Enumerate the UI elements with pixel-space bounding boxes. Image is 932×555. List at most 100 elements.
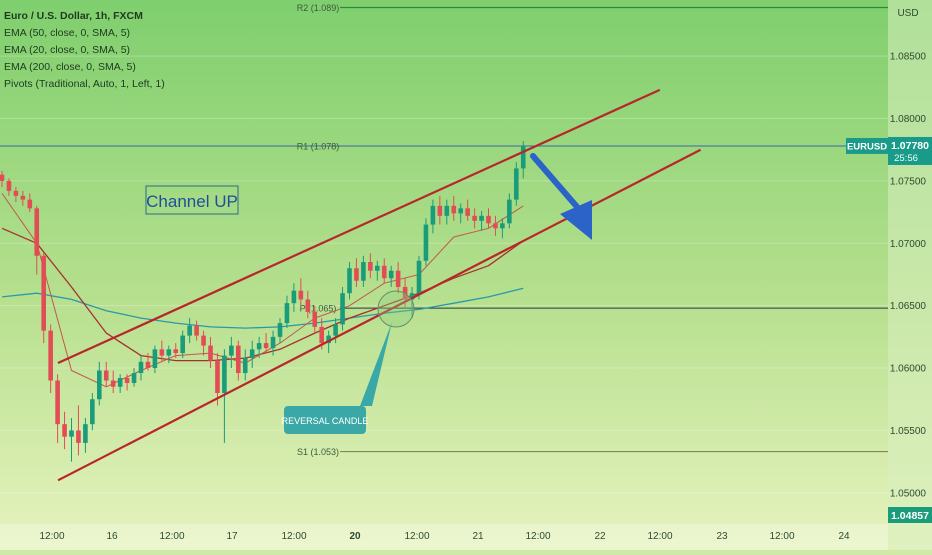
- channel-label: Channel UP: [146, 192, 238, 211]
- candle-body: [347, 268, 352, 294]
- candle-body: [298, 290, 304, 300]
- price-tick-label: 1.08500: [890, 52, 927, 63]
- candle-body: [291, 290, 297, 304]
- indicator-pivots: Pivots (Traditional, Auto, 1, Left, 1): [4, 78, 165, 90]
- candle-body: [444, 205, 450, 216]
- candle-body: [451, 205, 457, 214]
- candle-body: [354, 268, 359, 281]
- candle-body: [34, 208, 40, 256]
- candle-body: [493, 223, 498, 229]
- pivot-levels: R2 (1.089) R1 (1.078) P (1.065) S1 (1.053): [0, 3, 888, 457]
- candle-body: [20, 195, 26, 200]
- candle-body: [48, 330, 53, 381]
- countdown-label: 25:56: [894, 153, 918, 164]
- candle-body: [138, 361, 144, 374]
- time-tick-label: 12:00: [525, 531, 550, 542]
- pivot-label: R1 (1.078): [297, 141, 340, 151]
- candle-body: [55, 380, 60, 425]
- candle-body: [0, 174, 5, 181]
- price-tick-label: 1.06500: [890, 301, 927, 312]
- reversal-callout-box: [284, 406, 366, 434]
- candle-body: [131, 373, 137, 384]
- last-price-badge: [888, 136, 932, 165]
- last-price-label: 1.07780: [891, 140, 929, 152]
- candle-body: [152, 349, 158, 369]
- reversal-callout-pointer: [360, 322, 392, 406]
- candle-body: [361, 262, 366, 281]
- time-tick-label: 12:00: [39, 531, 64, 542]
- candle-body: [479, 215, 484, 221]
- time-tick-label: 22: [594, 531, 606, 542]
- price-tick-label: 1.05500: [890, 426, 927, 437]
- candle-body: [97, 370, 102, 400]
- price-tick-label: 1.08000: [890, 114, 927, 125]
- candle-body: [90, 399, 95, 425]
- reversal-circle: [377, 290, 415, 328]
- candle-body: [187, 325, 192, 336]
- channel-upper-line: [57, 88, 661, 365]
- currency-label: USD: [897, 8, 918, 19]
- candle-body: [249, 349, 255, 359]
- candle-body: [388, 270, 394, 279]
- ema200-line: [1, 287, 524, 329]
- candle-body: [507, 199, 512, 224]
- candle-body: [13, 190, 19, 196]
- low-price-badge: [888, 507, 932, 523]
- time-tick-label: 21: [472, 531, 484, 542]
- candles: [0, 140, 526, 462]
- price-axis-panel: [888, 0, 932, 550]
- time-tick-label: 23: [716, 531, 728, 542]
- candle-body: [340, 293, 345, 325]
- candle-body: [117, 378, 123, 387]
- projection-arrow-shaft: [530, 153, 581, 211]
- candle-body: [333, 324, 338, 336]
- time-tick-label: 20: [349, 531, 361, 542]
- candle-body: [395, 270, 401, 287]
- candle-body: [514, 168, 519, 200]
- ema20-line: [1, 193, 524, 388]
- candle-body: [270, 336, 276, 349]
- candle-body: [312, 311, 318, 327]
- candle-body: [27, 199, 33, 209]
- candle-body: [368, 262, 373, 271]
- candle-body: [145, 361, 151, 369]
- projection-arrow-head: [560, 200, 592, 240]
- candle-body: [416, 260, 422, 294]
- reversal-label: REVERSAL CANDLE: [282, 416, 369, 426]
- legend: Euro / U.S. Dollar, 1h, FXCM EMA (50, cl…: [4, 8, 165, 93]
- price-tick-label: 1.06000: [890, 364, 927, 375]
- price-tick-label: 1.05000: [890, 488, 927, 499]
- time-axis-panel: [0, 524, 888, 550]
- candle-body: [124, 378, 130, 384]
- time-tick-label: 24: [838, 531, 850, 542]
- candle-body: [465, 208, 470, 216]
- candle-body: [41, 255, 46, 331]
- channel-label-box: [145, 185, 239, 215]
- candle-body: [69, 430, 74, 437]
- candle-body: [500, 223, 505, 229]
- price-tick-label: 1.07000: [890, 239, 927, 250]
- candle-body: [437, 205, 443, 216]
- candle-body: [201, 335, 206, 346]
- pivot-label: R2 (1.089): [297, 3, 340, 13]
- candle-body: [173, 349, 179, 354]
- candle-body: [159, 349, 165, 356]
- time-tick-label: 12:00: [769, 531, 794, 542]
- candle-body: [194, 325, 199, 336]
- symbol-badge: [846, 137, 888, 154]
- price-tick-label: 1.07500: [890, 176, 927, 187]
- candle-body: [409, 293, 415, 300]
- candle-body: [430, 205, 436, 225]
- indicator-ema20: EMA (20, close, 0, SMA, 5): [4, 44, 131, 56]
- candle-body: [62, 424, 67, 437]
- candle-body: [284, 303, 290, 324]
- candle-body: [256, 343, 262, 350]
- candle-body: [236, 345, 241, 374]
- candle-body: [520, 145, 526, 169]
- indicator-ema200: EMA (200, close, 0, SMA, 5): [4, 61, 136, 73]
- candle-body: [229, 345, 234, 356]
- time-tick-label: 17: [226, 531, 238, 542]
